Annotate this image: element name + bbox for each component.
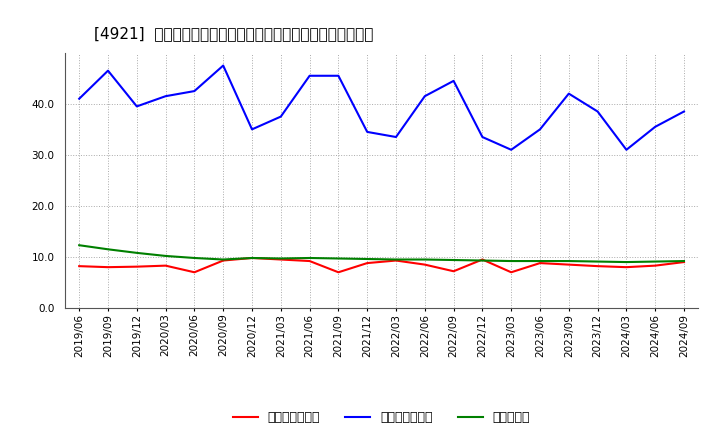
買入債務回転率	[305, 73, 314, 78]
在庫回転率	[305, 255, 314, 260]
買入債務回転率	[161, 94, 170, 99]
在庫回転率	[536, 258, 544, 264]
在庫回転率	[75, 242, 84, 248]
売上債権回転率	[104, 264, 112, 270]
買入債務回転率	[392, 134, 400, 139]
売上債権回転率	[564, 262, 573, 267]
売上債権回転率	[622, 264, 631, 270]
買入債務回転率	[564, 91, 573, 96]
Legend: 売上債権回転率, 買入債務回転率, 在庫回転率: 売上債権回転率, 買入債務回転率, 在庫回転率	[233, 411, 531, 424]
在庫回転率	[564, 258, 573, 264]
買入債務回転率	[104, 68, 112, 73]
買入債務回転率	[363, 129, 372, 135]
在庫回転率	[132, 250, 141, 256]
買入債務回転率	[478, 134, 487, 139]
在庫回転率	[219, 257, 228, 262]
売上債権回転率	[75, 264, 84, 269]
在庫回転率	[104, 247, 112, 252]
在庫回転率	[593, 259, 602, 264]
買入債務回転率	[680, 109, 688, 114]
在庫回転率	[449, 257, 458, 263]
売上債権回転率	[536, 260, 544, 266]
売上債権回転率	[593, 264, 602, 269]
売上債権回転率	[276, 257, 285, 262]
売上債権回転率	[392, 258, 400, 263]
在庫回転率	[420, 257, 429, 262]
買入債務回転率	[536, 127, 544, 132]
売上債権回転率	[651, 263, 660, 268]
在庫回転率	[622, 260, 631, 265]
買入債務回転率	[132, 104, 141, 109]
買入債務回転率	[622, 147, 631, 152]
Line: 買入債務回転率: 買入債務回転率	[79, 66, 684, 150]
買入債務回転率	[507, 147, 516, 152]
売上債権回転率	[132, 264, 141, 269]
買入債務回転率	[248, 127, 256, 132]
売上債権回転率	[305, 258, 314, 264]
売上債権回転率	[248, 255, 256, 260]
買入債務回転率	[651, 124, 660, 129]
売上債権回転率	[507, 270, 516, 275]
買入債務回転率	[449, 78, 458, 84]
買入債務回転率	[219, 63, 228, 68]
売上債権回転率	[219, 258, 228, 263]
買入債務回転率	[334, 73, 343, 78]
売上債権回転率	[363, 260, 372, 266]
Line: 売上債権回転率: 売上債権回転率	[79, 258, 684, 272]
在庫回転率	[478, 258, 487, 263]
在庫回転率	[680, 258, 688, 264]
在庫回転率	[392, 257, 400, 262]
在庫回転率	[651, 259, 660, 264]
売上債権回転率	[449, 268, 458, 274]
買入債務回転率	[75, 96, 84, 101]
買入債務回転率	[593, 109, 602, 114]
売上債権回転率	[680, 260, 688, 265]
在庫回転率	[334, 256, 343, 261]
在庫回転率	[161, 253, 170, 259]
買入債務回転率	[276, 114, 285, 119]
在庫回転率	[363, 257, 372, 262]
売上債権回転率	[334, 270, 343, 275]
売上債権回転率	[190, 270, 199, 275]
売上債権回転率	[161, 263, 170, 268]
買入債務回転率	[420, 94, 429, 99]
売上債権回転率	[420, 262, 429, 267]
売上債権回転率	[478, 257, 487, 262]
Text: [4921]  売上債権回転率、買入債務回転率、在庫回転率の推移: [4921] 売上債権回転率、買入債務回転率、在庫回転率の推移	[94, 26, 373, 41]
在庫回転率	[190, 255, 199, 260]
在庫回転率	[276, 256, 285, 261]
買入債務回転率	[190, 88, 199, 94]
在庫回転率	[507, 258, 516, 264]
Line: 在庫回転率: 在庫回転率	[79, 245, 684, 262]
在庫回転率	[248, 255, 256, 260]
